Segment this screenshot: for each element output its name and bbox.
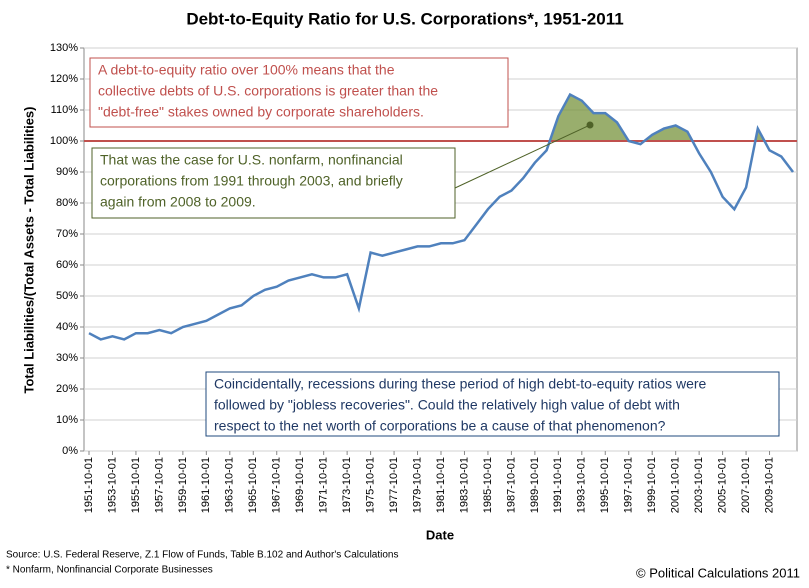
x-tick-label: 1961-10-01 [200, 457, 212, 513]
x-tick-label: 1983-10-01 [458, 457, 470, 513]
annotation-box [205, 371, 780, 437]
x-tick-label: 1967-10-01 [271, 457, 283, 513]
annotation-text: respect to the net worth of corporations… [214, 418, 666, 434]
y-tick-label: 20% [56, 383, 78, 395]
x-tick-label: 1991-10-01 [552, 457, 564, 513]
y-tick-label: 80% [56, 197, 78, 209]
x-tick-label: 1965-10-01 [247, 457, 259, 513]
x-tick-label: 1969-10-01 [294, 457, 306, 513]
y-tick-label: 110% [51, 104, 79, 116]
y-tick-label: 50% [56, 290, 78, 302]
x-tick-label: 1959-10-01 [177, 457, 189, 513]
y-tick-label: 10% [56, 414, 78, 426]
x-tick-label: 1981-10-01 [435, 457, 447, 513]
x-tick-label: 1999-10-01 [646, 457, 658, 513]
x-tick-label: 1971-10-01 [318, 457, 330, 513]
x-tick-label: 1953-10-01 [106, 457, 118, 513]
y-tick-label: 70% [56, 228, 78, 240]
x-tick-label: 1997-10-01 [623, 457, 635, 513]
annotation-box [91, 147, 456, 219]
y-tick-label: 60% [56, 259, 78, 271]
source-note: Source: U.S. Federal Reserve, Z.1 Flow o… [6, 550, 398, 561]
x-tick-label: 1963-10-01 [224, 457, 236, 513]
annotation-text: A debt-to-equity ratio over 100% means t… [98, 62, 395, 78]
y-tick-label: 130% [50, 42, 78, 54]
threshold-fill [89, 94, 793, 141]
y-axis-label: Total Liabilities/(Total Assets - Total … [21, 107, 36, 394]
x-tick-label: 1975-10-01 [365, 457, 377, 513]
x-tick-label: 2005-10-01 [717, 457, 729, 513]
x-tick-label: 1979-10-01 [411, 457, 423, 513]
callout-dot [586, 121, 594, 129]
x-tick-label: 1951-10-01 [83, 457, 95, 513]
x-tick-label: 1989-10-01 [529, 457, 541, 513]
y-tick-label: 40% [56, 321, 78, 333]
x-tick-label: 1977-10-01 [388, 457, 400, 513]
x-tick-label: 1993-10-01 [576, 457, 588, 513]
y-tick-label: 0% [62, 445, 78, 457]
callout-connector [454, 124, 591, 189]
x-tick-label: 1957-10-01 [153, 457, 165, 513]
x-tick-label: 1973-10-01 [341, 457, 353, 513]
annotation-text: collective debts of U.S. corporations is… [98, 83, 438, 99]
annotation-box [89, 57, 509, 128]
x-tick-label: 2003-10-01 [693, 457, 705, 513]
x-tick-label: 2007-10-01 [740, 457, 752, 513]
annotation-text: "debt-free" stakes owned by corporate sh… [98, 104, 424, 120]
annotation-text: followed by "jobless recoveries". Could … [214, 397, 680, 413]
x-tick-label: 2001-10-01 [670, 457, 682, 513]
x-tick-label: 1985-10-01 [482, 457, 494, 513]
annotation-text: corporations from 1991 through 2003, and… [100, 173, 403, 189]
y-tick-label: 30% [56, 352, 78, 364]
x-tick-label: 1987-10-01 [505, 457, 517, 513]
annotation-text: That was the case for U.S. nonfarm, nonf… [100, 152, 403, 168]
credit: © Political Calculations 2011 [636, 565, 800, 580]
x-tick-label: 1995-10-01 [599, 457, 611, 513]
y-tick-label: 90% [56, 166, 78, 178]
y-tick-label: 100% [50, 135, 78, 147]
footnote: * Nonfarm, Nonfinancial Corporate Busine… [6, 565, 213, 576]
x-tick-label: 2009-10-01 [763, 457, 775, 513]
annotation-text: Coincidentally, recessions during these … [214, 376, 707, 392]
chart-title: Debt-to-Equity Ratio for U.S. Corporatio… [186, 9, 623, 28]
x-tick-label: 1955-10-01 [130, 457, 142, 513]
annotation-text: again from 2008 to 2009. [100, 194, 256, 210]
y-tick-label: 120% [50, 73, 78, 85]
x-axis-label: Date [426, 527, 454, 542]
series-line [88, 92, 794, 341]
